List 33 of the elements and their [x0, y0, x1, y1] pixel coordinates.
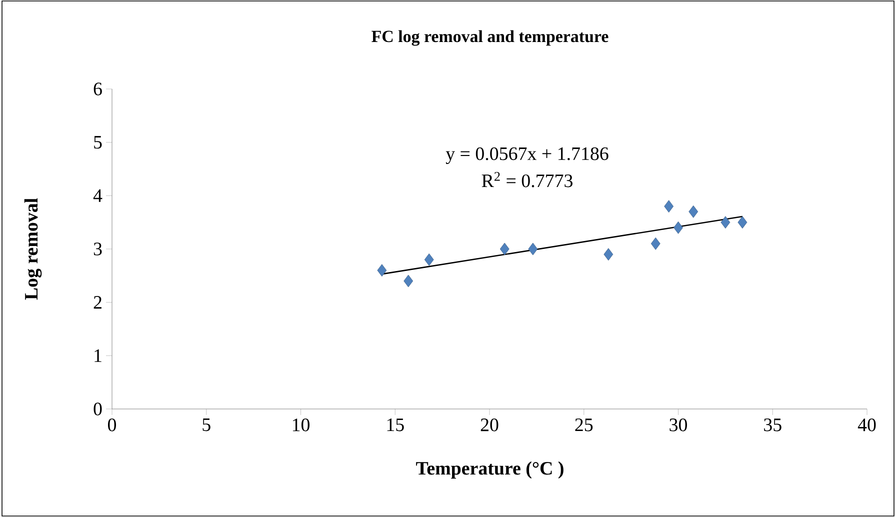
chart-title: FC log removal and temperature: [372, 30, 608, 46]
point: [720, 216, 730, 229]
point: [674, 221, 683, 234]
annotation: R$^{2}$ = 0.7773: [482, 172, 572, 188]
x-axis-title: Temperature (°C ): [416, 461, 564, 479]
point: [404, 274, 414, 288]
x-tick-label: 0: [108, 418, 116, 432]
point: [688, 205, 698, 218]
x-tick-label: 5: [202, 418, 210, 432]
x-tick-label: 35: [764, 418, 782, 432]
annotation: y = 0.0567x + 1.7186: [446, 147, 608, 164]
x-tick-label: 25: [575, 418, 593, 432]
y-tick-label: 1: [94, 349, 102, 362]
x-tick-label: 15: [387, 418, 404, 432]
y-tick-label: 4: [93, 189, 102, 202]
y-tick-label: 2: [94, 296, 102, 309]
point: [528, 242, 538, 256]
point: [738, 216, 748, 229]
x-tick-label: 20: [480, 418, 498, 432]
point: [500, 242, 510, 256]
point: [664, 200, 674, 213]
x-tick-label: 10: [292, 418, 310, 432]
y-tick-label: 5: [94, 136, 102, 149]
y-tick-label: 0: [94, 402, 102, 416]
y-tick-label: 6: [94, 82, 102, 96]
y-axis-title: Log removal: [24, 198, 42, 300]
point: [377, 264, 387, 277]
x-tick-label: 30: [670, 418, 687, 432]
point: [424, 253, 434, 266]
point: [650, 237, 660, 250]
y-tick-label: 3: [94, 242, 102, 256]
point: [604, 248, 614, 261]
x-tick-label: 40: [858, 418, 876, 432]
